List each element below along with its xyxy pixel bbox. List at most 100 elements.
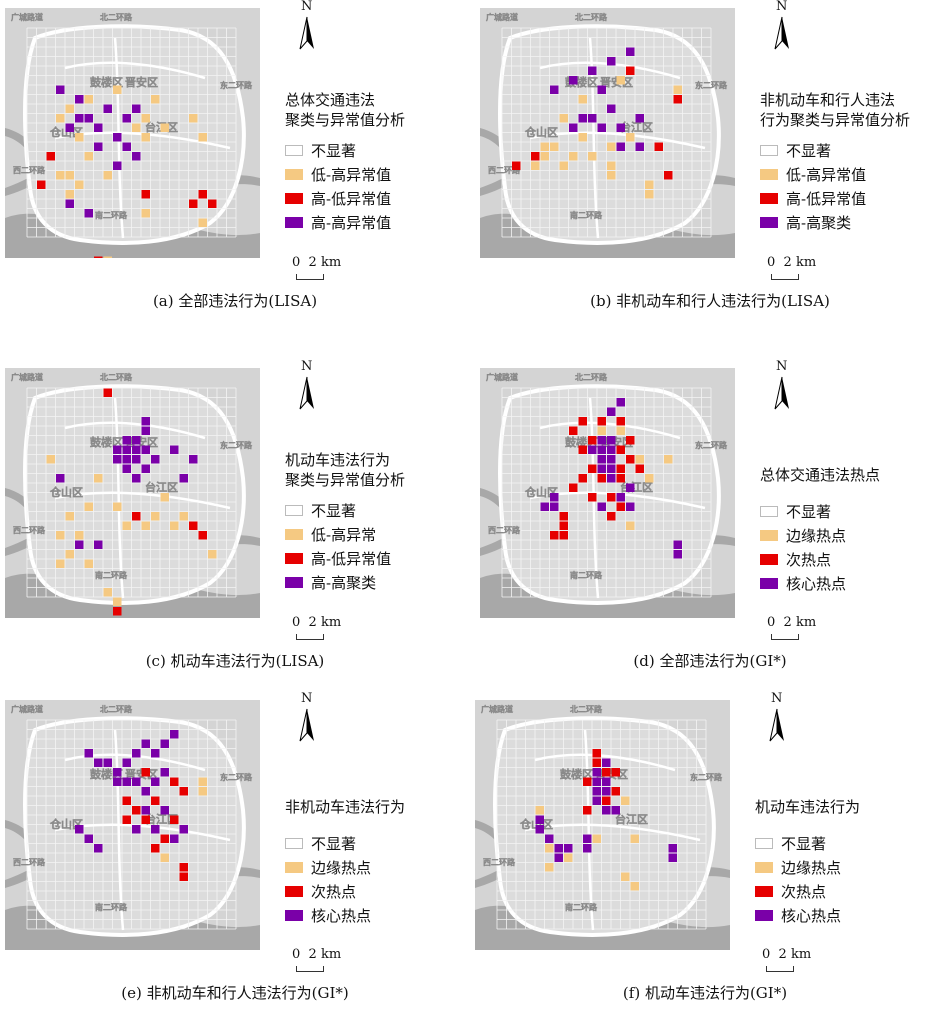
map-cell-high-high [550,85,559,94]
legend-item: 高-高异常值 [285,210,465,234]
legend-item: 不显著 [760,138,940,162]
map-label-ring_east: 东二环路 [695,440,728,450]
map-cell-high-high [607,464,616,473]
scale-line [296,274,324,280]
map-cell-high-low [673,95,682,104]
north-label: N [301,691,313,706]
map-label-ring_north: 北二环路 [100,12,133,22]
map-cell-high-high [588,66,597,75]
legend-label: 边缘热点 [781,858,842,877]
map-cell-high-low [607,512,616,521]
map-cell-low-high [578,133,587,142]
map-cell-high-low [616,474,625,483]
scale-bar: 0 2 km [292,255,362,281]
map-cell-low-high [151,512,160,521]
legend-label: 高-低异常值 [786,189,867,208]
legend-swatch [285,552,303,564]
map-cell-high-high [535,815,544,824]
legend-label: 次热点 [781,882,827,901]
map-cell-high-high [569,123,578,132]
map-cell-low-high [621,796,630,805]
scale-label: 0 2 km [762,947,812,962]
map-cell-low-high [103,588,112,597]
scale-label: 0 2 km [292,255,342,270]
map-label-cangshan: 仓山区 [524,485,558,499]
map-cell-high-high [540,502,549,511]
map-cell-high-low [103,388,112,397]
map-cell-low-high [559,161,568,170]
legend-label: 不显著 [781,834,827,853]
map-cell-high-high [583,834,592,843]
map-cell-high-low [122,815,131,824]
legend-title: 聚类与异常值分析 [285,471,406,489]
map-cell-high-high [602,787,611,796]
figure-caption: (d) 全部违法行为(GI*) [633,652,787,670]
map-cell-high-high [84,749,93,758]
legend-label: 高-高聚类 [311,573,377,592]
map-cell-low-high [113,502,122,511]
legend-swatch [285,861,303,873]
map-cell-high-high [84,834,93,843]
map-cell-high-low [141,190,150,199]
map-cell-high-low [179,787,188,796]
map-cell-high-high [588,114,597,123]
legend: 非机动车和行人违法 行为聚类与异常值分析 不显著 低-高异常值 高-低异常值 高-高聚类 [760,90,940,234]
map-cell-high-high [588,445,597,454]
cells [535,749,677,891]
map-cell-low-high [607,142,616,151]
map-cell-high-high [592,787,601,796]
map-cell-high-high [113,768,122,777]
legend-item: 次热点 [285,879,465,903]
legend-label: 核心热点 [311,906,372,925]
map-cell-low-high [645,190,654,199]
map-cell-high-high [132,445,141,454]
map-cell-high-high [607,455,616,464]
map-cell-high-high [626,502,635,511]
map-label-taijiang: 台江区 [615,812,648,826]
map-cell-low-high [65,550,74,559]
map-cell-low-high [84,152,93,161]
legend-swatch [760,168,778,180]
map-c: 鼓楼区 晋安区 台江区 仓山区 北二环路 广城路道 东二环路 西二环路 南二环路 [5,368,260,618]
map-cell-high-high [141,426,150,435]
map-cell-low-high [160,123,169,132]
map-cell-high-high [668,853,677,862]
map-cell-high-high [122,114,131,123]
scale-bar: 0 2 km [767,615,837,641]
map-cell-high-high [113,777,122,786]
map-cell-high-high [141,417,150,426]
map-cell-high-low [616,417,625,426]
map-cell-high-low [170,777,179,786]
panel-b: 鼓楼区晋安区台江区仓山区北二环路广城路道东二环路西二环路南二环路N非机动车和行人… [475,0,941,333]
map-label-ring_east: 东二环路 [695,80,728,90]
map-cell-high-low [626,436,635,445]
map-label-taijiang: 台江区 [620,120,653,134]
north-arrow-icon: N [296,691,318,742]
north-arrow-icon: N [771,0,793,50]
map-cell-high-low [588,493,597,502]
map-cell-high-high [554,853,563,862]
grid [26,27,237,238]
map-cell-high-high [75,95,84,104]
north-arrow-icon: N [771,359,793,410]
map-cell-low-high [559,114,568,123]
map-cell-high-high [602,777,611,786]
road [539,421,681,440]
north-label: N [771,691,783,706]
scale-line [296,966,324,972]
map-label-road_top: 广城路道 [11,12,43,22]
map-cell-high-low [559,521,568,530]
scale-line [771,274,799,280]
map-cell-low-high [113,597,122,606]
map-cell-high-low [189,199,198,208]
legend-item: 高-高聚类 [760,210,940,234]
map-label-road_top: 广城路道 [481,704,513,714]
map-cell-high-high [141,787,150,796]
map-label-ring_north: 北二环路 [100,372,133,382]
map-cell-high-high [132,152,141,161]
map-cell-high-high [141,739,150,748]
map-cell-high-high [550,502,559,511]
legend-item: 次热点 [755,879,935,903]
